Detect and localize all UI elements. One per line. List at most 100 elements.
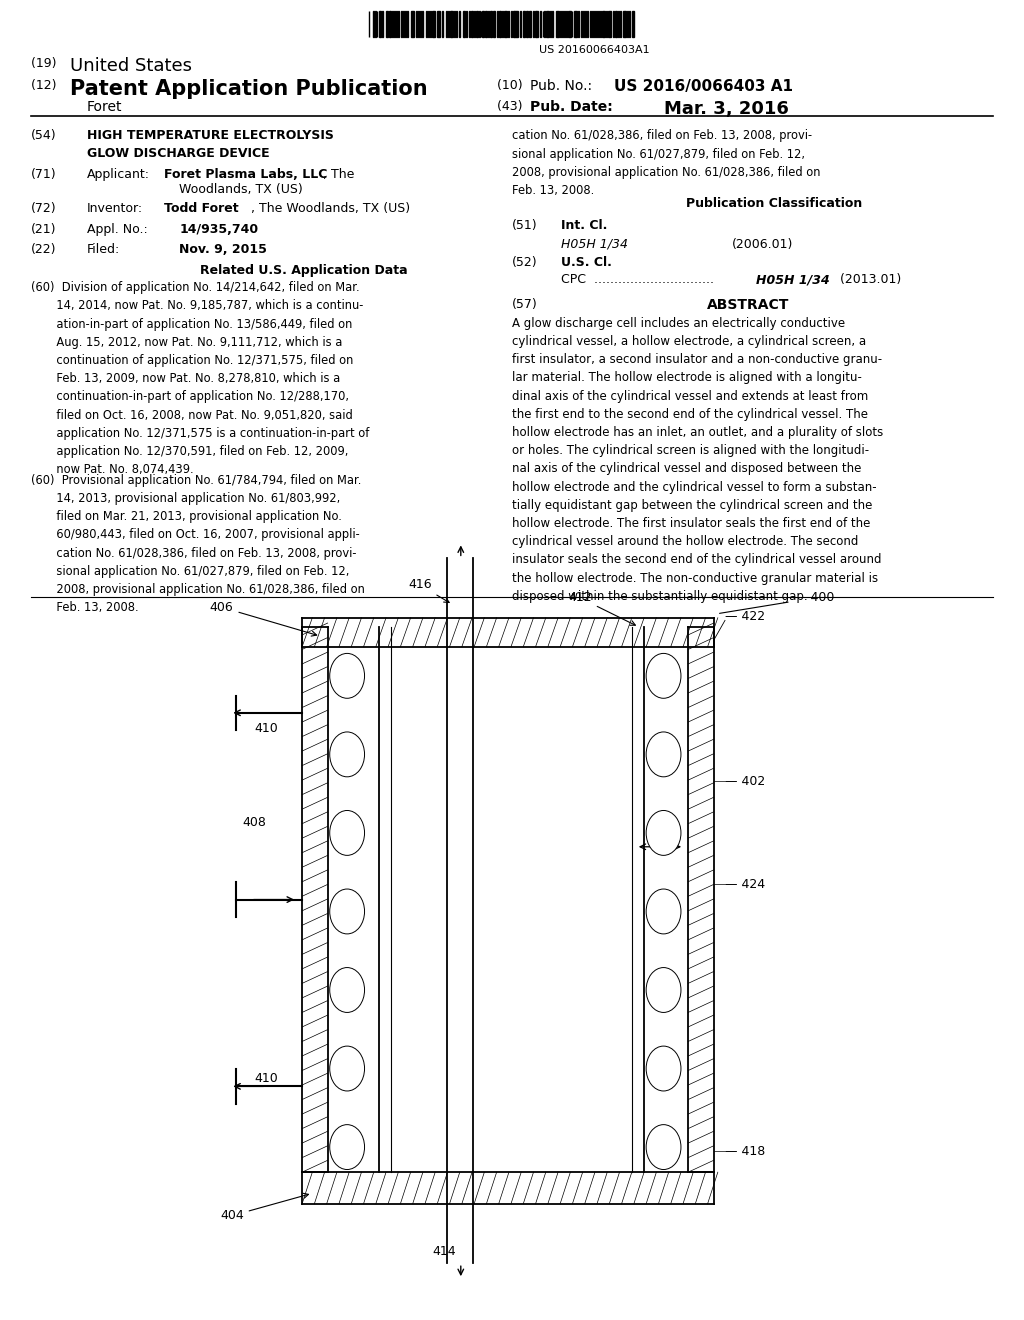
Text: — 400: — 400: [720, 591, 834, 614]
Bar: [598, 11, 599, 37]
Bar: [514, 11, 517, 37]
Bar: [471, 11, 473, 37]
Text: Todd Foret: Todd Foret: [164, 202, 239, 215]
Text: 404: 404: [220, 1193, 308, 1222]
Text: CPC  ..............................: CPC ..............................: [561, 273, 722, 286]
Bar: [607, 11, 610, 37]
Bar: [632, 11, 634, 37]
Circle shape: [646, 810, 681, 855]
Text: 408: 408: [243, 816, 266, 829]
Text: Inventor:: Inventor:: [87, 202, 143, 215]
Bar: [546, 11, 549, 37]
Bar: [469, 11, 470, 37]
Text: Foret Plasma Labs, LLC: Foret Plasma Labs, LLC: [164, 168, 328, 181]
Bar: [476, 11, 478, 37]
Text: (51): (51): [512, 219, 538, 232]
Bar: [432, 11, 435, 37]
Text: ABSTRACT: ABSTRACT: [707, 298, 788, 313]
Bar: [537, 11, 539, 37]
Circle shape: [330, 810, 365, 855]
Text: (22): (22): [31, 243, 56, 256]
Bar: [380, 11, 381, 37]
Bar: [411, 11, 414, 37]
Text: U.S. Cl.: U.S. Cl.: [561, 256, 612, 269]
Text: (43): (43): [497, 100, 526, 114]
Bar: [403, 11, 404, 37]
Bar: [452, 11, 454, 37]
Bar: [394, 11, 395, 37]
Text: 414: 414: [432, 1245, 457, 1258]
Text: Foret: Foret: [87, 100, 123, 115]
Text: Publication Classification: Publication Classification: [686, 197, 862, 210]
Text: Filed:: Filed:: [87, 243, 120, 256]
Circle shape: [646, 890, 681, 935]
Text: (2013.01): (2013.01): [836, 273, 901, 286]
Bar: [406, 11, 407, 37]
Bar: [629, 11, 630, 37]
Bar: [386, 11, 388, 37]
Bar: [594, 11, 595, 37]
Bar: [519, 11, 521, 37]
Text: (21): (21): [31, 223, 56, 236]
Bar: [505, 11, 508, 37]
Bar: [567, 11, 570, 37]
Bar: [463, 11, 465, 37]
Bar: [397, 11, 399, 37]
Circle shape: [646, 968, 681, 1012]
Circle shape: [646, 653, 681, 698]
Bar: [494, 11, 496, 37]
Bar: [497, 11, 498, 37]
Circle shape: [646, 731, 681, 776]
Text: Applicant:: Applicant:: [87, 168, 151, 181]
Bar: [578, 11, 579, 37]
Text: cation No. 61/028,386, filed on Feb. 13, 2008, provi-
sional application No. 61/: cation No. 61/028,386, filed on Feb. 13,…: [512, 129, 820, 197]
Text: Mar. 3, 2016: Mar. 3, 2016: [664, 100, 788, 119]
Circle shape: [330, 1125, 365, 1170]
Text: 410: 410: [254, 1072, 278, 1085]
Text: 406: 406: [210, 601, 316, 636]
Bar: [623, 11, 626, 37]
Text: Int. Cl.: Int. Cl.: [561, 219, 607, 232]
Bar: [573, 11, 577, 37]
Text: — 422: — 422: [725, 610, 765, 623]
Bar: [596, 11, 597, 37]
Text: Patent Application Publication: Patent Application Publication: [70, 79, 427, 99]
Text: H05H 1/34: H05H 1/34: [756, 273, 829, 286]
Circle shape: [330, 968, 365, 1012]
Bar: [525, 11, 527, 37]
Text: (57): (57): [512, 298, 538, 312]
Text: — 402: — 402: [725, 775, 765, 788]
Text: US 20160066403A1: US 20160066403A1: [539, 45, 649, 55]
Bar: [484, 11, 486, 37]
Text: 412: 412: [568, 591, 635, 626]
Bar: [523, 11, 525, 37]
Text: 420: 420: [648, 826, 672, 840]
Bar: [585, 11, 586, 37]
Text: H05H 1/34: H05H 1/34: [561, 238, 628, 251]
Text: — 424: — 424: [725, 878, 765, 891]
Circle shape: [646, 1125, 681, 1170]
Text: (60)  Provisional application No. 61/784,794, filed on Mar.
       14, 2013, pro: (60) Provisional application No. 61/784,…: [31, 474, 365, 614]
Text: (54): (54): [31, 129, 56, 143]
Bar: [442, 11, 443, 37]
Text: (52): (52): [512, 256, 538, 269]
Text: Related U.S. Application Data: Related U.S. Application Data: [200, 264, 408, 277]
Bar: [529, 11, 531, 37]
Text: , The: , The: [323, 168, 354, 181]
Bar: [430, 11, 431, 37]
Text: United States: United States: [70, 57, 191, 75]
Text: (12): (12): [31, 79, 60, 92]
Text: , The Woodlands, TX (US): , The Woodlands, TX (US): [251, 202, 410, 215]
Text: (2006.01): (2006.01): [732, 238, 794, 251]
Text: (72): (72): [31, 202, 56, 215]
Bar: [490, 11, 493, 37]
Text: US 2016/0066403 A1: US 2016/0066403 A1: [614, 79, 794, 94]
Text: Pub. Date:: Pub. Date:: [530, 100, 613, 115]
Text: Appl. No.:: Appl. No.:: [87, 223, 147, 236]
Bar: [614, 11, 616, 37]
Text: 14/935,740: 14/935,740: [179, 223, 258, 236]
Bar: [550, 11, 551, 37]
Text: A glow discharge cell includes an electrically conductive
cylindrical vessel, a : A glow discharge cell includes an electr…: [512, 317, 884, 603]
Circle shape: [330, 653, 365, 698]
Text: HIGH TEMPERATURE ELECTROLYSIS: HIGH TEMPERATURE ELECTROLYSIS: [87, 129, 334, 143]
